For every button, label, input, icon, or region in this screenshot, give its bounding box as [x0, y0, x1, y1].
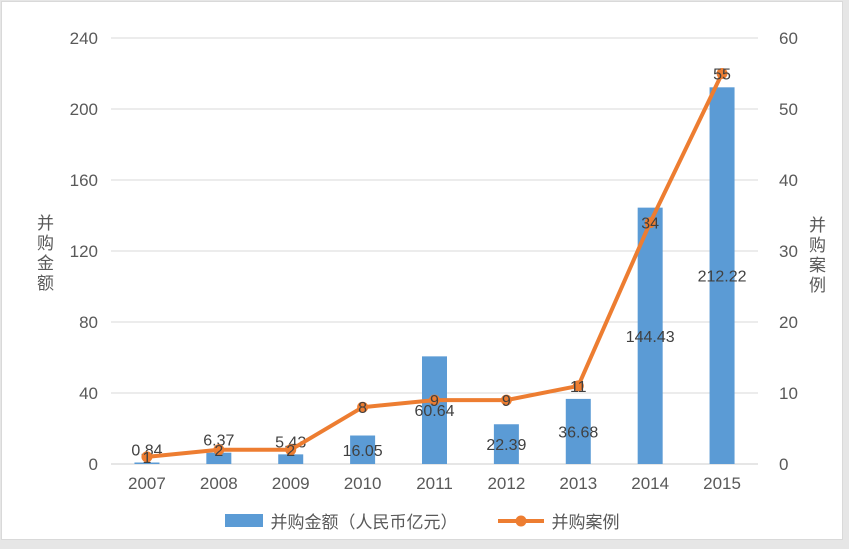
x-axis-category-label: 2009 [272, 474, 310, 493]
left-axis-tick-label: 160 [70, 171, 98, 190]
bar-data-label: 212.22 [698, 269, 747, 286]
legend-item-amount[interactable]: 并购金额（人民币亿元） [224, 508, 458, 533]
x-axis-category-label: 2013 [559, 474, 597, 493]
bar-swatch-icon [224, 514, 263, 527]
x-axis-category-label: 2012 [487, 474, 525, 493]
bar-data-label: 60.64 [414, 403, 454, 420]
bar-2010[interactable] [350, 435, 376, 464]
legend-item-cases[interactable]: 并购案例 [497, 508, 620, 533]
line-marker-2015[interactable] [716, 68, 728, 79]
line-marker-2013[interactable] [572, 380, 584, 392]
bar-data-label: 16.05 [343, 443, 383, 460]
bar-data-label: 144.43 [626, 329, 675, 346]
line-marker-2012[interactable] [500, 394, 512, 406]
line-marker-2009[interactable] [285, 444, 297, 456]
bar-2013[interactable] [565, 398, 591, 464]
line-marker-2011[interactable] [429, 394, 440, 406]
right-axis-tick-label: 40 [779, 171, 798, 190]
bar-2011[interactable] [422, 356, 447, 464]
bar-2014[interactable] [637, 207, 663, 464]
bar-2012[interactable] [493, 424, 519, 464]
line-data-label: 1 [142, 450, 151, 467]
right-axis-tick-label: 50 [779, 100, 798, 119]
left-axis-tick-label: 120 [70, 242, 98, 261]
x-axis-category-label: 2014 [631, 474, 669, 493]
line-marker-icon [497, 515, 544, 526]
line-data-label: 9 [502, 393, 511, 410]
right-axis-tick-label: 0 [779, 455, 788, 474]
right-axis-tick-label: 20 [779, 313, 798, 332]
left-axis-tick-label: 0 [89, 455, 98, 474]
line-marker-2008[interactable] [213, 444, 225, 456]
right-axis-title: 并购案例 [806, 216, 825, 296]
right-axis-tick-label: 10 [779, 384, 798, 403]
bar-data-label: 36.68 [558, 424, 598, 441]
line-data-label: 11 [570, 379, 587, 396]
line-data-label: 2 [286, 443, 295, 460]
line-marker-2007[interactable] [141, 451, 153, 463]
x-axis-category-label: 2011 [416, 474, 453, 493]
bar-2008[interactable] [206, 452, 232, 464]
bar-2015[interactable] [709, 87, 735, 464]
line-data-label: 9 [430, 393, 439, 410]
line-data-label: 34 [641, 216, 659, 233]
bar-2007[interactable] [134, 462, 160, 464]
x-axis-category-label: 2015 [703, 474, 741, 493]
x-axis-category-label: 2008 [200, 474, 238, 493]
left-axis-tick-label: 200 [70, 100, 98, 119]
x-axis-category-label: 2007 [128, 474, 166, 493]
bar-data-label: 6.37 [203, 433, 234, 450]
left-axis-tick-label: 40 [79, 384, 98, 403]
right-axis-tick-label: 30 [779, 242, 798, 261]
line-marker-2014[interactable] [644, 217, 656, 229]
chart-legend: 并购金额（人民币亿元） 并购案例 [2, 508, 842, 533]
combo-chart-plot-area[interactable]: 0 40 80 120 160 200 240 0 10 20 30 40 50 60 2007 2008 20… [2, 2, 842, 539]
line-data-label: 2 [214, 443, 223, 460]
legend-label-amount: 并购金额（人民币亿元） [270, 513, 458, 532]
bar-data-label: 22.39 [486, 437, 526, 454]
x-axis-category-label: 2010 [344, 474, 382, 493]
bar-2009[interactable] [278, 454, 304, 464]
line-marker-2010[interactable] [357, 401, 369, 413]
chart-panel[interactable]: 0 40 80 120 160 200 240 0 10 20 30 40 50 60 2007 2008 20… [1, 1, 843, 540]
left-axis-tick-label: 80 [79, 313, 98, 332]
left-axis-tick-label: 240 [70, 29, 98, 48]
line-data-label: 55 [713, 67, 731, 84]
legend-label-cases: 并购案例 [551, 513, 620, 532]
line-data-label: 8 [358, 400, 367, 417]
left-axis-title: 并购金额 [34, 214, 53, 294]
right-axis-tick-label: 60 [779, 29, 798, 48]
